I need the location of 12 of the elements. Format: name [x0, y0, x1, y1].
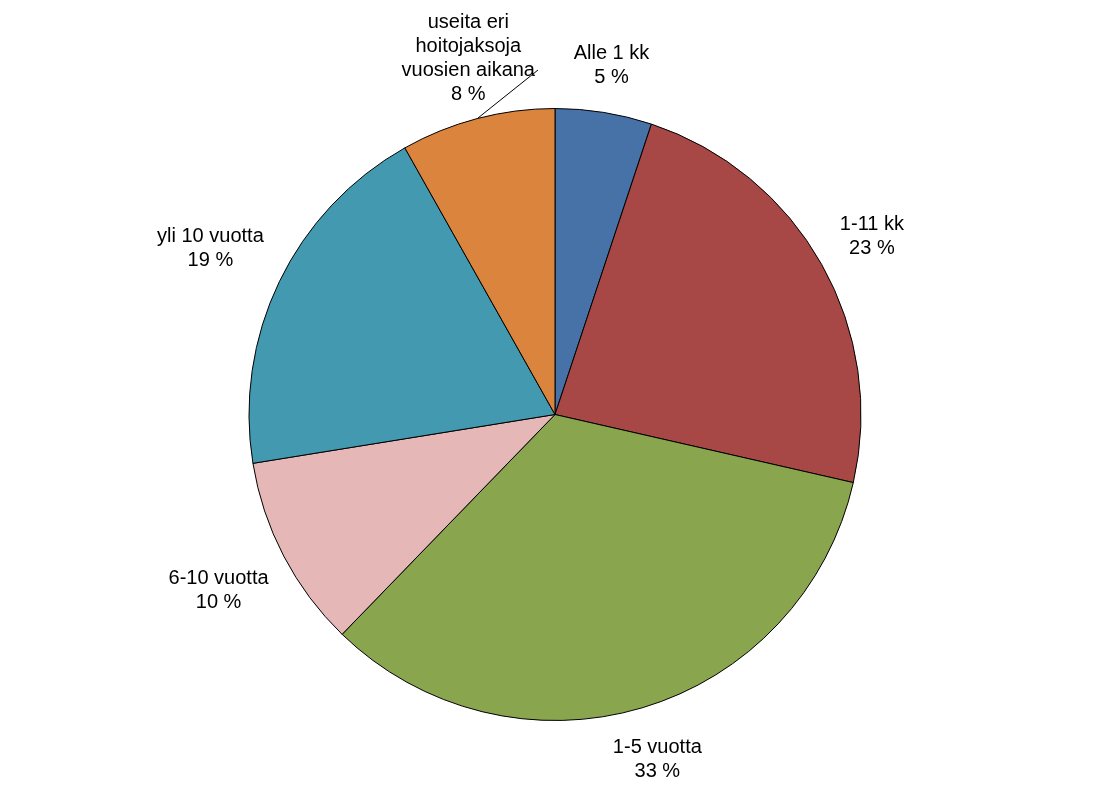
data-label: 33 %: [634, 758, 681, 781]
slice-label: Alle 1 kk: [573, 40, 651, 63]
slice-label: 6-10 vuotta: [168, 565, 270, 588]
data-label: 5 %: [594, 64, 629, 87]
slice-label: 1-5 vuotta: [612, 734, 703, 757]
data-label: 8 %: [451, 81, 486, 104]
slice-label: 1-11 kk: [839, 211, 905, 234]
data-label: 23 %: [849, 235, 895, 258]
data-label: 19 %: [187, 248, 234, 271]
data-label: 10 %: [195, 589, 242, 612]
slice-label: useita eri hoitojaksoja vuosien aikana: [401, 9, 536, 80]
slice-label: yli 10 vuotta: [157, 224, 265, 247]
